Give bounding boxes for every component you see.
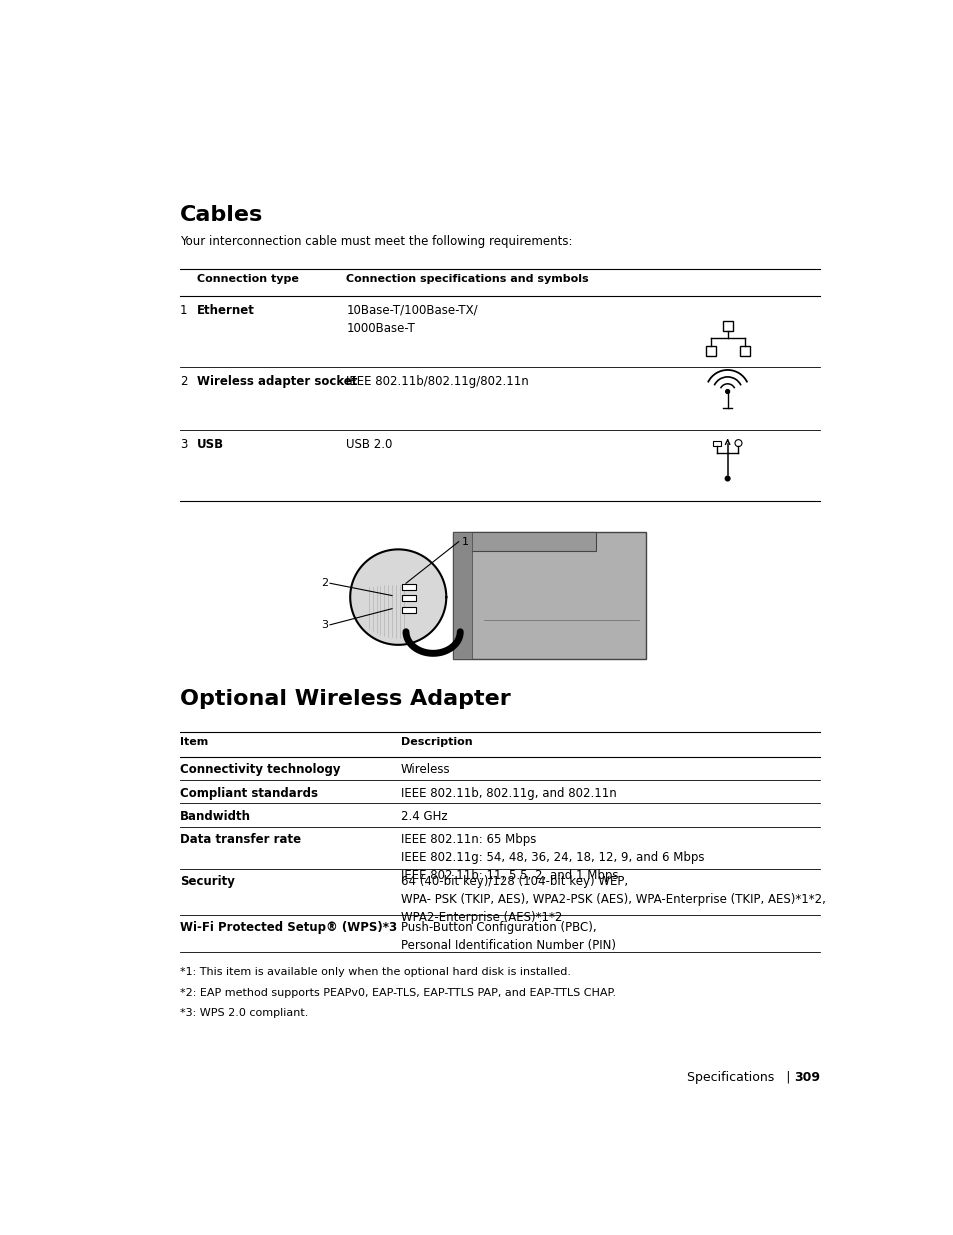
- Text: Description: Description: [400, 737, 472, 747]
- Text: 2: 2: [320, 578, 328, 588]
- Circle shape: [734, 440, 741, 447]
- Text: 1: 1: [179, 304, 187, 316]
- Text: Cables: Cables: [179, 205, 263, 225]
- Text: 1: 1: [461, 537, 468, 547]
- Text: 3: 3: [179, 437, 187, 451]
- Bar: [739, 346, 749, 356]
- Text: Data transfer rate: Data transfer rate: [179, 832, 300, 846]
- Bar: [402, 606, 416, 613]
- Text: Wi-Fi Protected Setup® (WPS)*3: Wi-Fi Protected Setup® (WPS)*3: [179, 921, 396, 935]
- Bar: [721, 321, 732, 331]
- Circle shape: [725, 389, 729, 394]
- FancyBboxPatch shape: [452, 531, 472, 658]
- Text: 2: 2: [179, 374, 187, 388]
- Text: Security: Security: [179, 876, 234, 888]
- Text: IEEE 802.11b/802.11g/802.11n: IEEE 802.11b/802.11g/802.11n: [346, 374, 529, 388]
- Bar: [712, 441, 720, 446]
- Text: 2.4 GHz: 2.4 GHz: [400, 810, 447, 823]
- FancyBboxPatch shape: [459, 531, 596, 551]
- Circle shape: [724, 477, 729, 480]
- Text: Bandwidth: Bandwidth: [179, 810, 251, 823]
- Bar: [402, 584, 416, 590]
- Text: USB 2.0: USB 2.0: [346, 437, 393, 451]
- Text: Connectivity technology: Connectivity technology: [179, 763, 340, 777]
- Text: Optional Wireless Adapter: Optional Wireless Adapter: [179, 689, 510, 709]
- Polygon shape: [350, 550, 446, 645]
- Text: *1: This item is available only when the optional hard disk is installed.: *1: This item is available only when the…: [179, 967, 570, 977]
- Text: 10Base-T/100Base-TX/
1000Base-T: 10Base-T/100Base-TX/ 1000Base-T: [346, 304, 477, 335]
- Text: *2: EAP method supports PEAPv0, EAP-TLS, EAP-TTLS PAP, and EAP-TTLS CHAP.: *2: EAP method supports PEAPv0, EAP-TLS,…: [179, 988, 616, 998]
- Text: Connection type: Connection type: [196, 274, 298, 284]
- Text: Wireless: Wireless: [400, 763, 450, 777]
- Text: 309: 309: [793, 1071, 819, 1084]
- Text: Item: Item: [179, 737, 208, 747]
- Text: IEEE 802.11b, 802.11g, and 802.11n: IEEE 802.11b, 802.11g, and 802.11n: [400, 787, 616, 799]
- Text: IEEE 802.11n: 65 Mbps
IEEE 802.11g: 54, 48, 36, 24, 18, 12, 9, and 6 Mbps
IEEE 8: IEEE 802.11n: 65 Mbps IEEE 802.11g: 54, …: [400, 832, 703, 882]
- Text: Specifications   |: Specifications |: [686, 1071, 802, 1084]
- Text: 3: 3: [320, 620, 328, 630]
- Bar: [705, 346, 715, 356]
- Text: Connection specifications and symbols: Connection specifications and symbols: [346, 274, 588, 284]
- Text: Compliant standards: Compliant standards: [179, 787, 317, 799]
- Text: Push-Button Configuration (PBC),
Personal Identification Number (PIN): Push-Button Configuration (PBC), Persona…: [400, 921, 615, 952]
- Text: *3: WPS 2.0 compliant.: *3: WPS 2.0 compliant.: [179, 1008, 308, 1018]
- Text: Wireless adapter socket: Wireless adapter socket: [196, 374, 356, 388]
- Text: USB: USB: [196, 437, 224, 451]
- Text: Your interconnection cable must meet the following requirements:: Your interconnection cable must meet the…: [179, 236, 572, 248]
- Text: 64 (40-bit key)/128 (104-bit key) WEP,
WPA- PSK (TKIP, AES), WPA2-PSK (AES), WPA: 64 (40-bit key)/128 (104-bit key) WEP, W…: [400, 876, 824, 924]
- Text: Ethernet: Ethernet: [196, 304, 254, 316]
- Bar: [402, 595, 416, 601]
- FancyBboxPatch shape: [452, 531, 645, 658]
